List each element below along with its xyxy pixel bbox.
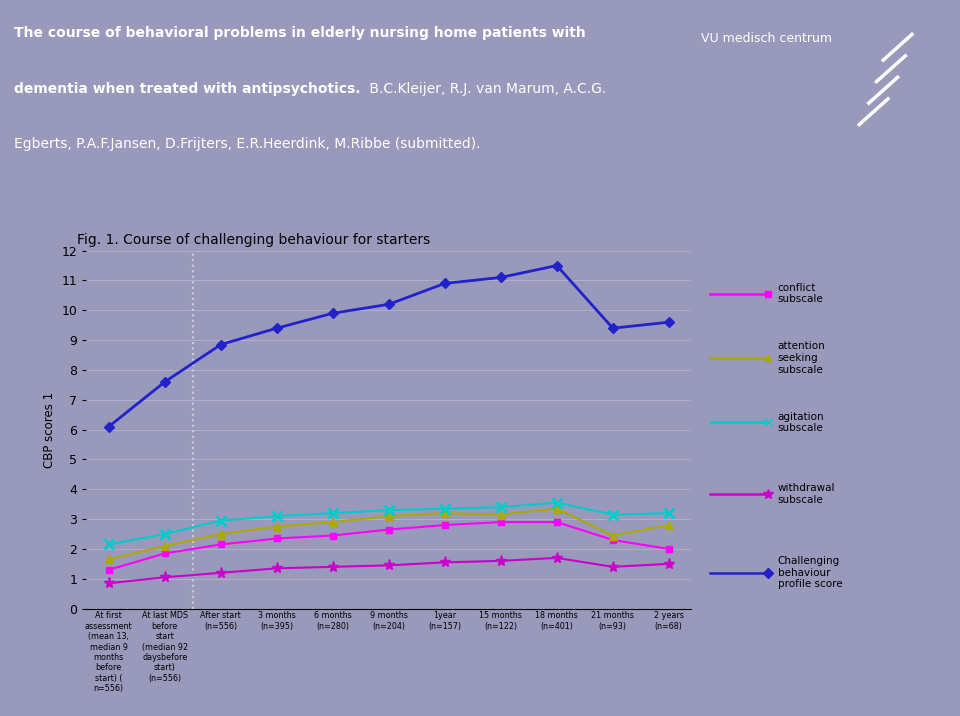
Text: B.C.Kleijer, R.J. van Marum, A.C.G.: B.C.Kleijer, R.J. van Marum, A.C.G. xyxy=(365,82,606,96)
Y-axis label: CBP scores 1: CBP scores 1 xyxy=(43,392,56,468)
Text: The course of behavioral problems in elderly nursing home patients with: The course of behavioral problems in eld… xyxy=(14,26,587,40)
Text: agitation
subscale: agitation subscale xyxy=(778,412,825,433)
Text: attention
seeking
subscale: attention seeking subscale xyxy=(778,342,826,374)
Text: Challenging
behaviour
profile score: Challenging behaviour profile score xyxy=(778,556,842,589)
Text: conflict
subscale: conflict subscale xyxy=(778,283,824,304)
Text: Fig. 1. Course of challenging behaviour for starters: Fig. 1. Course of challenging behaviour … xyxy=(77,233,430,247)
Text: withdrawal
subscale: withdrawal subscale xyxy=(778,483,835,505)
Text: Egberts, P.A.F.Jansen, D.Frijters, E.R.Heerdink, M.Ribbe (submitted).: Egberts, P.A.F.Jansen, D.Frijters, E.R.H… xyxy=(14,137,481,152)
Text: VU medisch centrum: VU medisch centrum xyxy=(701,32,831,45)
Text: dementia when treated with antipsychotics.: dementia when treated with antipsychotic… xyxy=(14,82,361,96)
